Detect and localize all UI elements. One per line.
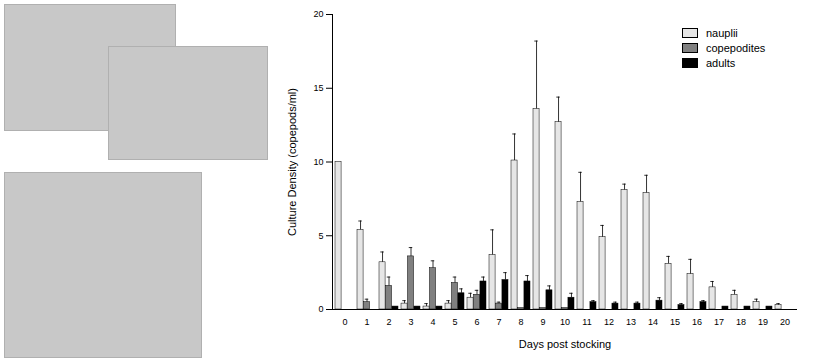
svg-text:14: 14: [648, 317, 658, 327]
svg-text:8: 8: [518, 317, 523, 327]
svg-text:7: 7: [496, 317, 501, 327]
svg-text:12: 12: [604, 317, 614, 327]
svg-text:Days post stocking: Days post stocking: [519, 338, 611, 350]
svg-text:1: 1: [364, 317, 369, 327]
svg-text:6: 6: [474, 317, 479, 327]
svg-text:17: 17: [714, 317, 724, 327]
svg-text:16: 16: [692, 317, 702, 327]
html-text:adults: adults: [706, 57, 736, 69]
svg-text:4: 4: [430, 317, 435, 327]
svg-text:13: 13: [626, 317, 636, 327]
svg-text:10: 10: [313, 157, 323, 167]
svg-text:0: 0: [318, 304, 323, 314]
svg-text:15: 15: [313, 83, 323, 93]
svg-text:11: 11: [582, 317, 591, 327]
svg-text:2: 2: [386, 317, 391, 327]
svg-text:15: 15: [670, 317, 680, 327]
html-text:nauplii: nauplii: [706, 27, 738, 39]
html-text:copepodites: copepodites: [706, 42, 766, 54]
svg-text:18: 18: [736, 317, 746, 327]
svg-text:Culture Density (copepods/ml): Culture Density (copepods/ml): [286, 88, 298, 236]
svg-text:5: 5: [452, 317, 457, 327]
svg-text:20: 20: [313, 9, 323, 19]
svg-text:0: 0: [342, 317, 347, 327]
svg-text:9: 9: [540, 317, 545, 327]
svg-text:19: 19: [758, 317, 768, 327]
svg-text:20: 20: [780, 317, 790, 327]
svg-text:3: 3: [408, 317, 413, 327]
svg-text:10: 10: [560, 317, 570, 327]
svg-text:5: 5: [318, 231, 323, 241]
